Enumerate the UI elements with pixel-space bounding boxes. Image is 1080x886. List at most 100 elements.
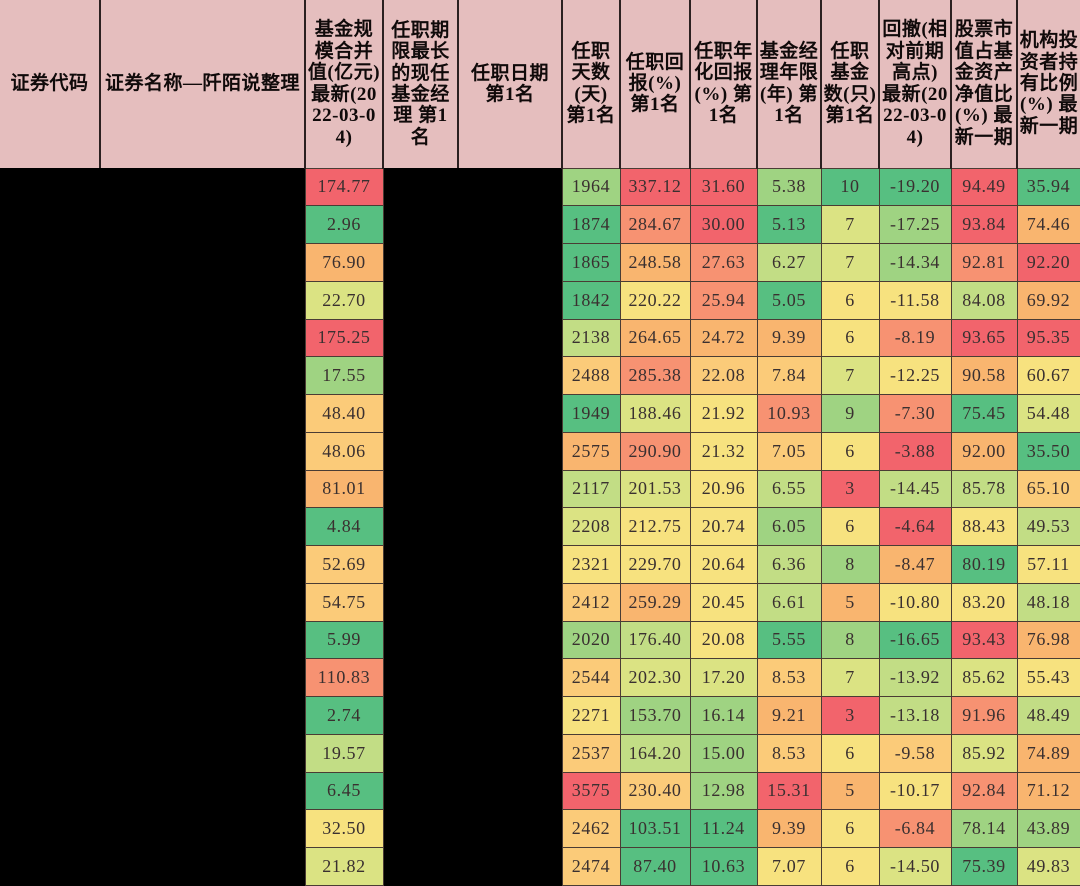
cell-institution_ratio: 74.46	[1016, 205, 1080, 244]
cell-tenure_return: 290.90	[619, 431, 691, 471]
cell-fund_count: 5	[820, 771, 880, 811]
cell-institution_ratio: 48.49	[1016, 696, 1080, 735]
cell-tenure_return: 259.29	[619, 582, 691, 622]
cell-name-redacted	[100, 356, 305, 395]
cell-start_date-redacted	[458, 168, 562, 206]
cell-tenure_days: 1874	[561, 205, 621, 244]
cell-annualized_return: 30.00	[689, 205, 758, 244]
cell-tenure_return: 284.67	[619, 205, 691, 244]
cell-annualized_return: 27.63	[689, 243, 758, 282]
cell-tenure_return: 164.20	[619, 733, 691, 773]
cell-manager_years: 5.55	[756, 620, 822, 660]
column-header-institution_ratio[interactable]: 机构投资者持有比例(%) 最新一期	[1016, 0, 1080, 168]
cell-name-redacted	[100, 432, 305, 470]
cell-annualized_return: 11.24	[689, 809, 758, 848]
cell-manager_years: 7.84	[756, 356, 822, 395]
cell-name-redacted	[100, 507, 305, 546]
cell-fund_scale: 175.25	[304, 318, 384, 358]
cell-code-redacted	[0, 696, 100, 735]
cell-tenure_return: 103.51	[619, 809, 691, 848]
cell-tenure_days: 2544	[561, 658, 621, 697]
header-row: 证券代码 证券名称—阡陌说整理 基金规模合并值(亿元) 最新(2022-03-04)…	[0, 0, 1080, 168]
cell-stock_ratio: 85.92	[950, 733, 1018, 773]
cell-institution_ratio: 57.11	[1016, 545, 1080, 584]
cell-tenure_days: 2208	[561, 507, 621, 546]
cell-stock_ratio: 85.62	[950, 658, 1018, 697]
cell-name-redacted	[100, 394, 305, 433]
table-row: 175.25 2138 264.65 24.72 9.39 6 -8.19 93.65 95.3…	[0, 318, 1080, 358]
table-row: 17.55 2488 285.38 22.08 7.84 7 -12.25 90.58 60.6…	[0, 356, 1080, 395]
cell-drawdown: -10.80	[878, 582, 952, 622]
cell-tenure_days: 2271	[561, 696, 621, 735]
cell-start_date-redacted	[458, 281, 562, 319]
column-header-fund_scale[interactable]: 基金规模合并值(亿元) 最新(2022-03-04)	[304, 0, 384, 168]
cell-fund_scale: 110.83	[304, 658, 384, 697]
column-header-manager[interactable]: 任职期限最长的现任基金经理 第1名	[382, 0, 459, 168]
cell-manager-redacted	[383, 432, 458, 470]
cell-fund_count: 6	[820, 280, 880, 320]
cell-fund_count: 7	[820, 356, 880, 395]
cell-fund_scale: 76.90	[304, 243, 384, 282]
table-row: 21.82 2474 87.40 10.63 7.07 6 -14.50 75.39 49.83	[0, 847, 1080, 886]
cell-stock_ratio: 85.78	[950, 469, 1018, 509]
cell-manager-redacted	[383, 356, 458, 395]
table-row: 76.90 1865 248.58 27.63 6.27 7 -14.34 92.81 92.2…	[0, 243, 1080, 282]
cell-manager-redacted	[383, 507, 458, 546]
column-header-tenure_return[interactable]: 任职回报(%) 第1名	[619, 0, 691, 168]
table-row: 48.40 1949 188.46 21.92 10.93 9 -7.30 75.45 54.4…	[0, 394, 1080, 433]
cell-annualized_return: 21.32	[689, 431, 758, 471]
cell-fund_count: 7	[820, 658, 880, 697]
column-header-manager_years[interactable]: 基金经理年限(年) 第1名	[756, 0, 822, 168]
cell-manager_years: 6.61	[756, 582, 822, 622]
table-row: 174.77 1964 337.12 31.60 5.38 10 -19.20 94.49 35…	[0, 167, 1080, 207]
column-header-drawdown[interactable]: 回撤(相对前期高点) 最新(2022-03-04)	[878, 0, 952, 168]
column-header-fund_count[interactable]: 任职基金数(只) 第1名	[820, 0, 880, 168]
column-header-code[interactable]: 证券代码	[0, 0, 101, 168]
column-header-tenure_days[interactable]: 任职天数(天) 第1名	[561, 0, 621, 168]
cell-manager-redacted	[383, 847, 458, 886]
cell-name-redacted	[100, 205, 305, 244]
cell-drawdown: -13.18	[878, 696, 952, 735]
cell-code-redacted	[0, 281, 100, 319]
cell-fund_scale: 54.75	[304, 582, 384, 622]
column-header-start_date[interactable]: 任职日期 第1名	[457, 0, 563, 168]
table-row: 5.99 2020 176.40 20.08 5.55 8 -16.65 93.43 76.98	[0, 620, 1080, 660]
cell-name-redacted	[100, 621, 305, 659]
cell-annualized_return: 20.08	[689, 620, 758, 660]
cell-annualized_return: 20.96	[689, 469, 758, 509]
cell-manager_years: 8.53	[756, 733, 822, 773]
cell-start_date-redacted	[458, 658, 562, 697]
cell-tenure_days: 2117	[561, 469, 621, 509]
column-header-stock_ratio[interactable]: 股票市值占基金资产净值比(%) 最新一期	[950, 0, 1018, 168]
cell-tenure_days: 2537	[561, 733, 621, 773]
cell-name-redacted	[100, 696, 305, 735]
table-row: 6.45 3575 230.40 12.98 15.31 5 -10.17 92.84 71.1…	[0, 771, 1080, 811]
cell-start_date-redacted	[458, 394, 562, 433]
cell-fund_count: 6	[820, 809, 880, 848]
cell-fund_count: 7	[820, 205, 880, 244]
cell-fund_scale: 4.84	[304, 507, 384, 546]
cell-manager-redacted	[383, 658, 458, 697]
cell-tenure_days: 2488	[561, 356, 621, 395]
cell-name-redacted	[100, 243, 305, 282]
cell-start_date-redacted	[458, 583, 562, 621]
cell-start_date-redacted	[458, 470, 562, 508]
cell-institution_ratio: 92.20	[1016, 243, 1080, 282]
cell-stock_ratio: 88.43	[950, 507, 1018, 546]
cell-tenure_return: 230.40	[619, 771, 691, 811]
cell-fund_scale: 22.70	[304, 280, 384, 320]
column-header-annualized_return[interactable]: 任职年化回报(%) 第1名	[689, 0, 758, 168]
cell-annualized_return: 25.94	[689, 280, 758, 320]
cell-fund_scale: 5.99	[304, 620, 384, 660]
cell-institution_ratio: 35.94	[1016, 167, 1080, 207]
cell-name-redacted	[100, 583, 305, 621]
cell-name-redacted	[100, 658, 305, 697]
cell-drawdown: -14.34	[878, 243, 952, 282]
column-header-name[interactable]: 证券名称—阡陌说整理	[99, 0, 306, 168]
cell-start_date-redacted	[458, 205, 562, 244]
cell-fund_count: 8	[820, 620, 880, 660]
cell-drawdown: -8.47	[878, 545, 952, 584]
cell-annualized_return: 20.64	[689, 545, 758, 584]
cell-code-redacted	[0, 734, 100, 772]
